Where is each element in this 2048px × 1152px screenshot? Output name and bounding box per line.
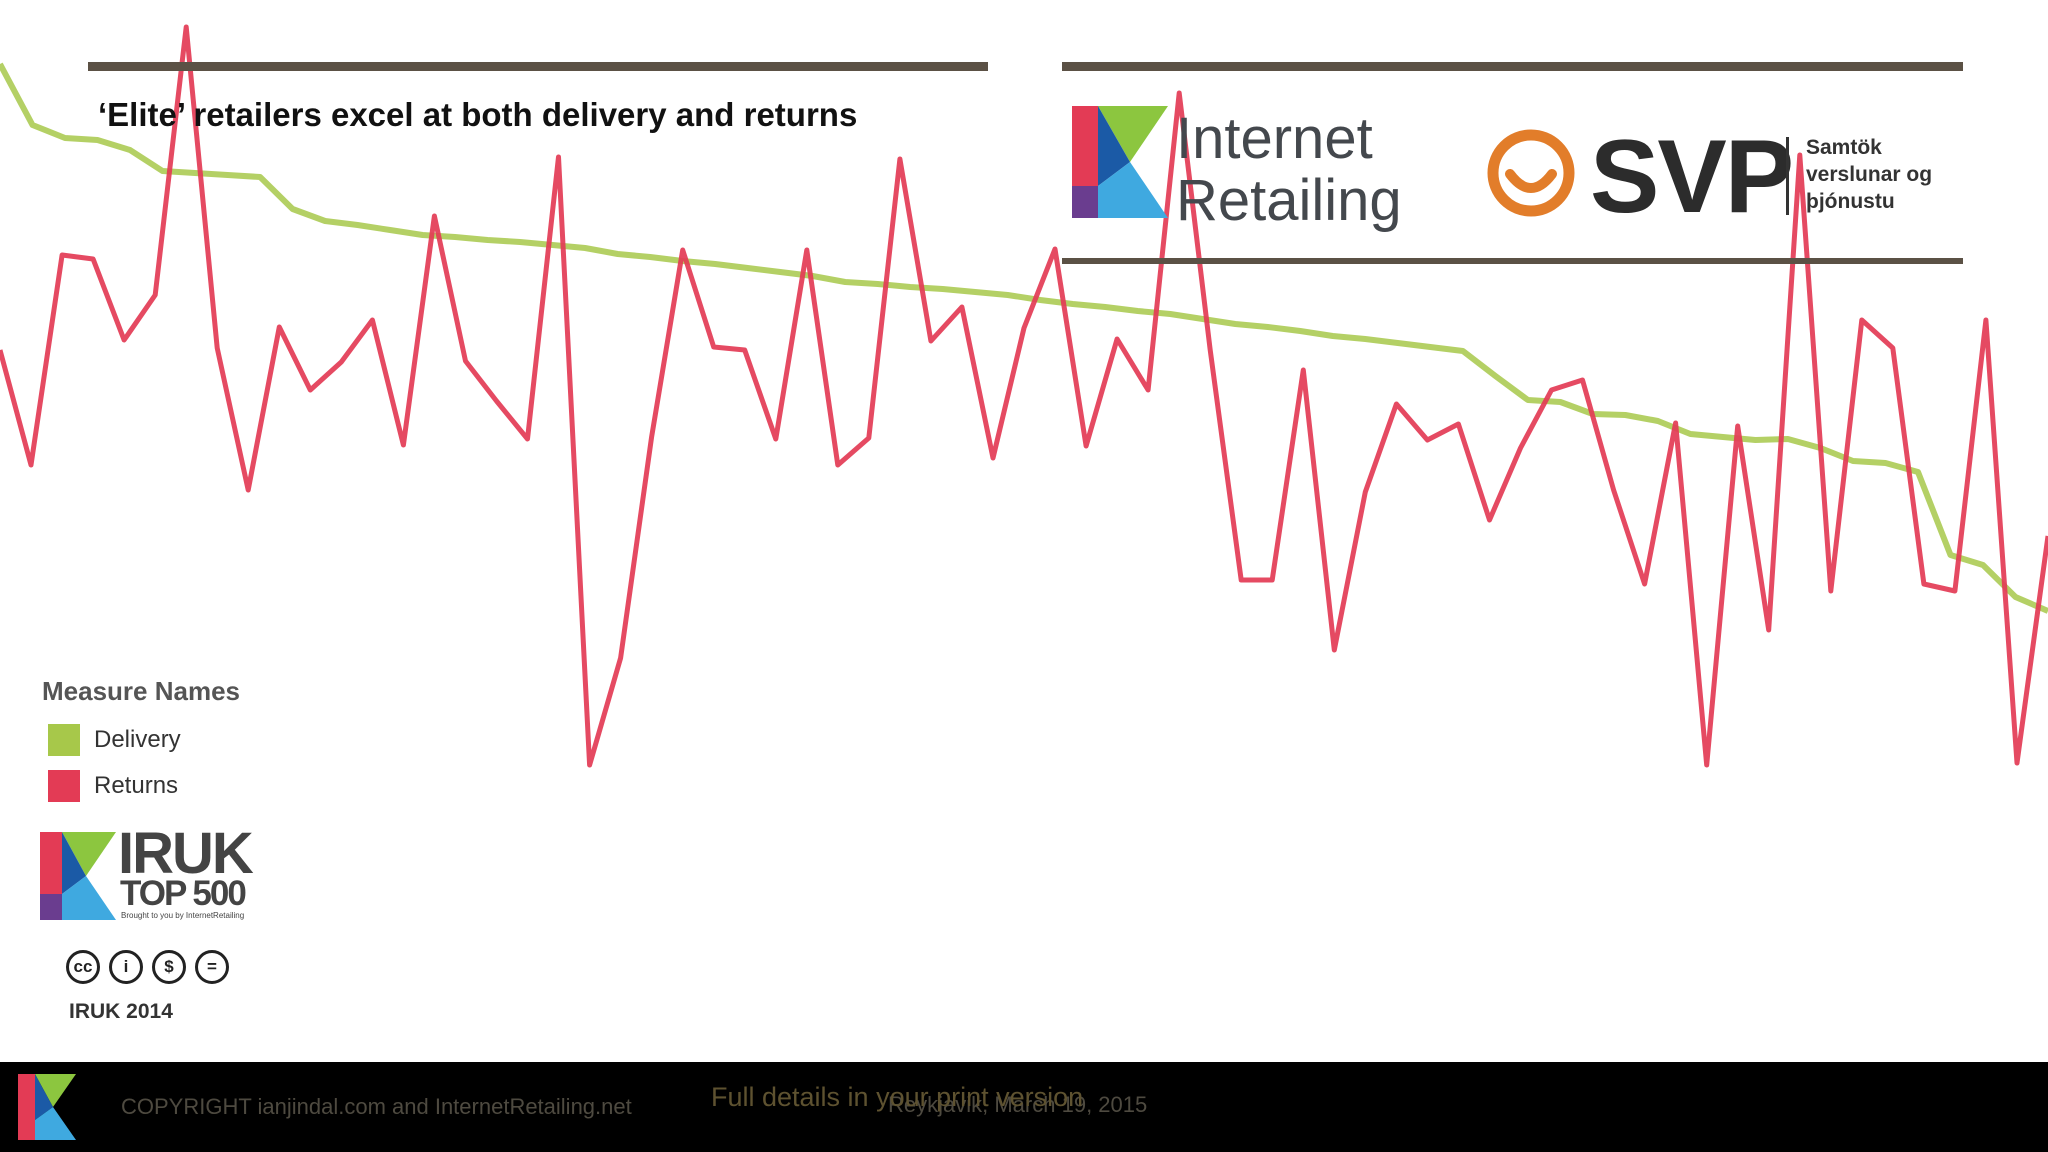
legend-item-returns: Returns [42, 763, 240, 809]
legend-label-delivery: Delivery [94, 726, 181, 753]
license-icons: cc i $ = [66, 950, 238, 984]
internet-retailing-line1: Internet [1176, 106, 1373, 171]
iruk-logo-icon [40, 832, 116, 920]
footer-copyright: COPYRIGHT ianjindal.com and InternetReta… [121, 1094, 632, 1119]
top-rule-left [88, 62, 988, 71]
legend-title: Measure Names [42, 676, 240, 706]
svp-wordmark: SVP [1590, 119, 1794, 235]
legend-item-delivery: Delivery [42, 717, 240, 763]
iruk-credit: Brought to you by InternetRetailing [121, 911, 245, 920]
svp-tagline: Samtök verslunar og þjónustu [1806, 136, 1933, 213]
internet-retailing-wordmark: Internet Retailing [1176, 108, 1402, 232]
svp-smile-icon [1487, 129, 1575, 217]
series-line-returns [0, 24, 2048, 768]
legend-swatch-returns [48, 770, 80, 802]
footer-print-note: Full details in your print version [711, 1082, 1084, 1112]
chart-legend: Measure Names Delivery Returns [42, 676, 240, 809]
top-rule-right [1062, 62, 1963, 71]
svp-separator [1786, 137, 1789, 215]
cc-icon: cc [66, 950, 100, 984]
internet-retailing-line2: Retailing [1176, 168, 1402, 233]
footer-bar: COPYRIGHT ianjindal.com and InternetReta… [0, 1062, 2048, 1152]
footer-place-date: Reykjavik, March 19, 2015 [888, 1092, 1148, 1117]
license-year: IRUK 2014 [69, 1000, 173, 1023]
chart-title: ‘Elite’ retailers excel at both delivery… [98, 96, 858, 133]
logo-rule-bottom [1062, 258, 1963, 264]
footer-logo-icon [18, 1074, 76, 1140]
iruk-top500: TOP 500 [120, 874, 247, 913]
series-line-delivery [0, 62, 2048, 614]
legend-swatch-delivery [48, 724, 80, 756]
noderivatives-icon: = [195, 950, 229, 984]
attribution-icon: i [109, 950, 143, 984]
legend-label-returns: Returns [94, 772, 179, 799]
iruk-wordmark: IRUK [118, 821, 254, 886]
internet-retailing-logo [1072, 106, 1168, 218]
noncommercial-icon: $ [152, 950, 186, 984]
